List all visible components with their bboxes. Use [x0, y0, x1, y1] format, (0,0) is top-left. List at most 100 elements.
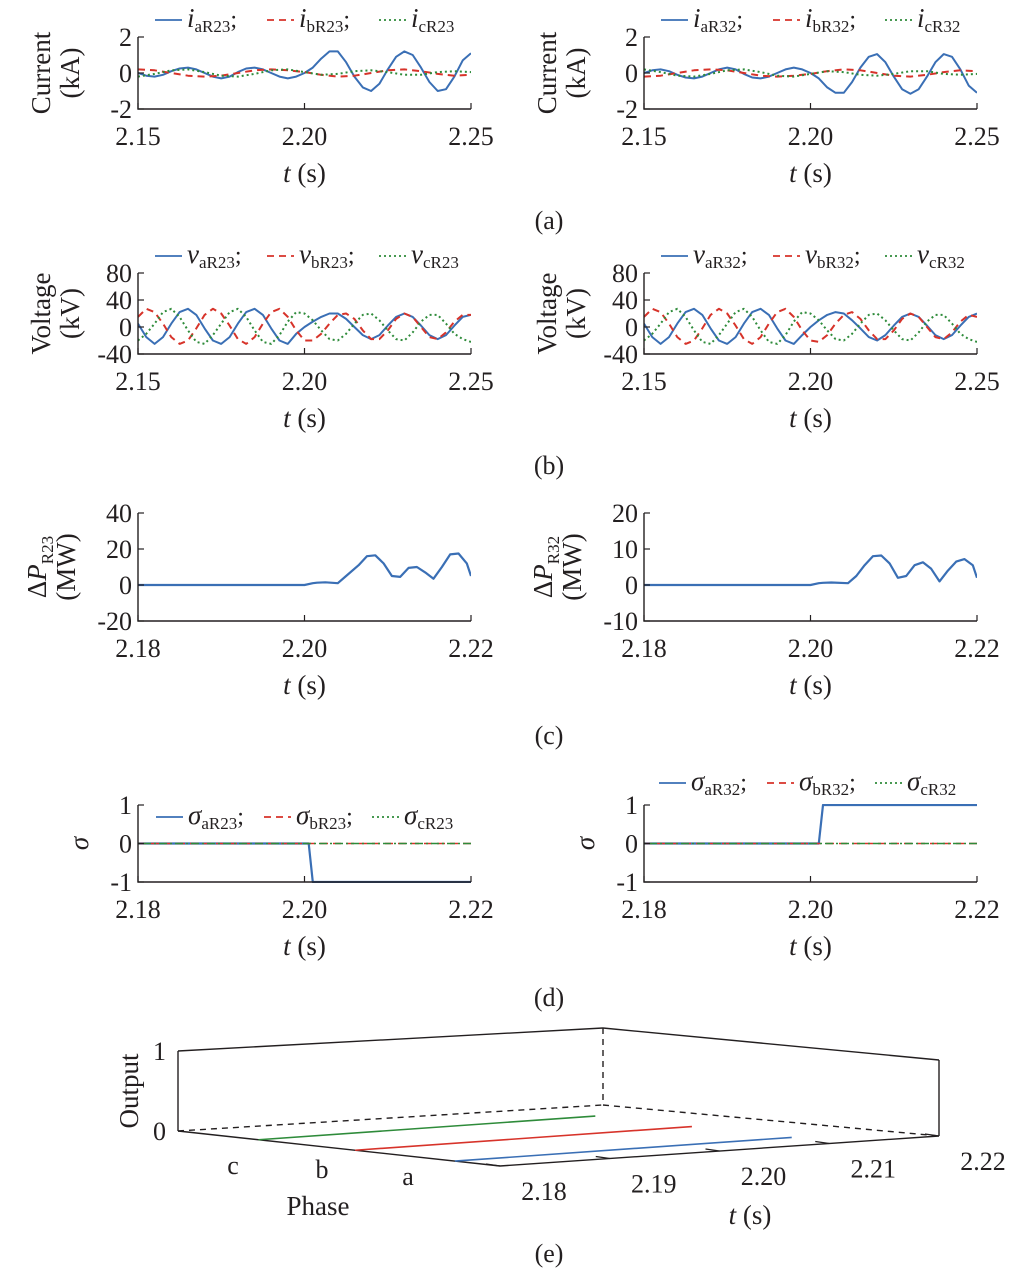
y-axis-label: Voltage	[26, 272, 56, 354]
legend-base: i	[693, 3, 701, 33]
series-vbR23	[138, 307, 471, 345]
legend-sep: ;	[348, 243, 355, 269]
x-tick-label: 2.20	[282, 895, 328, 924]
panel-label-b: (b)	[534, 451, 564, 480]
x-axis-label-var: t	[283, 158, 292, 188]
x-axis-label: t (s)	[283, 931, 326, 961]
box-top-back-edge	[602, 1027, 940, 1061]
x-tick-label: 2.15	[621, 122, 667, 151]
legend-label-aR32: iaR32;	[693, 3, 743, 36]
x-tick-label: 2.22	[954, 634, 1000, 663]
legend-base: σ	[691, 766, 706, 796]
x-axis-label-unit: (s)	[736, 1200, 771, 1230]
legend-label-cR23: σcR23	[404, 800, 453, 833]
phase-tick-label: c	[227, 1151, 239, 1180]
y-tick-label: 0	[119, 830, 132, 859]
y-tick-label: -1	[616, 868, 638, 897]
legend-base: v	[411, 239, 423, 269]
legend-sub: bR32	[817, 253, 854, 272]
y-tick-label: 10	[612, 535, 638, 564]
time-tick-mark	[595, 1155, 610, 1160]
series-vcR23	[138, 307, 471, 345]
chart-c_left: 2.18 2.20 2.22 40 20 0 -20 t (s) ΔPR23(MW)	[22, 499, 494, 700]
x-axis-label-var: t	[789, 403, 798, 433]
legend-base: v	[917, 239, 929, 269]
x-axis-label: t (s)	[283, 670, 326, 700]
y-tick-label: 1	[625, 791, 638, 820]
box-top-left-edge	[177, 1027, 604, 1052]
z-tick-label: 0	[153, 1117, 166, 1146]
series-dPR23	[138, 552, 471, 587]
legend-base: v	[299, 239, 311, 269]
legend-label-bR32: ibR32;	[805, 3, 856, 36]
y-tick-label: 0	[625, 313, 638, 342]
series-iaR32	[644, 53, 977, 95]
legend-sub: aR32	[701, 17, 737, 36]
x-tick-label: 2.20	[788, 367, 834, 396]
panel-e-3d-plot: 1 0 Output c b a Phase 2.18 2.19 2.20 2.21 2.22 t (s…	[114, 1027, 1006, 1230]
legend-label-aR23: vaR23;	[187, 239, 242, 272]
legend-label-bR23: ibR23;	[299, 3, 350, 36]
y-axis-label: Current	[532, 31, 562, 114]
y-axis-label-delta: Δ	[22, 581, 52, 598]
x-axis-label-unit: (s)	[797, 670, 832, 700]
time-tick-label: 2.18	[521, 1177, 567, 1206]
x-tick-label: 2.25	[448, 122, 494, 151]
axes-c_left	[137, 513, 471, 622]
y-tick-label: 2	[625, 23, 638, 52]
y-tick-label: -20	[97, 607, 132, 636]
y-tick-label: 40	[106, 499, 132, 528]
y-tick-label: 40	[612, 286, 638, 315]
legend-label-aR32: σaR32;	[691, 766, 747, 799]
x-tick-label: 2.20	[282, 634, 328, 663]
y-axis-label-sub: R32	[544, 536, 563, 564]
legend-sep: ;	[740, 770, 747, 796]
legend-label-cR32: icR32	[917, 3, 960, 36]
x-tick-label: 2.25	[448, 367, 494, 396]
y-axis-label: ΔPR23	[22, 536, 57, 598]
legend-sub: cR32	[929, 253, 965, 272]
series-vcR32	[644, 307, 977, 345]
legend-label-aR32: vaR32;	[693, 239, 748, 272]
y-axis-label: Voltage	[532, 272, 562, 354]
panel-label-d: (d)	[534, 983, 564, 1012]
y-tick-label: -2	[110, 95, 132, 124]
legend-base: i	[411, 3, 419, 33]
x-axis-label-var: t	[729, 1200, 738, 1230]
x-axis-label-unit: (s)	[797, 931, 832, 961]
legend-label-cR23: icR23	[411, 3, 454, 36]
x-tick-label: 2.15	[115, 122, 161, 151]
legend-label-aR23: iaR23;	[187, 3, 237, 36]
y-tick-label: 0	[625, 59, 638, 88]
series-sigma_aR32	[644, 804, 977, 845]
legend-base: σ	[907, 766, 922, 796]
y-tick-label: 20	[106, 535, 132, 564]
legend-base: σ	[188, 800, 203, 830]
legend-sub: bR23	[311, 253, 348, 272]
x-tick-label: 2.25	[954, 367, 1000, 396]
y-axis-label: Current	[26, 31, 56, 114]
x-axis-label: t (s)	[283, 403, 326, 433]
legend-label-cR32: σcR32	[907, 766, 956, 799]
y-tick-label: -40	[603, 340, 638, 369]
x-tick-label: 2.15	[115, 367, 161, 396]
y-tick-label: 0	[119, 571, 132, 600]
time-tick-mark	[485, 1163, 501, 1167]
y-tick-label: 80	[106, 259, 132, 288]
y-axis-label: (kA)	[561, 48, 591, 99]
legend-sep: ;	[343, 7, 350, 33]
legend-base: v	[805, 239, 817, 269]
box-back-bottom-edge	[602, 1104, 940, 1137]
y-axis-label-sub: R23	[38, 536, 57, 564]
x-tick-label: 2.18	[115, 634, 161, 663]
x-axis-label-unit: (s)	[291, 931, 326, 961]
series-vbR32	[644, 307, 977, 345]
y-axis-label: ΔPR32	[528, 536, 563, 598]
x-axis-label-var: t	[283, 670, 292, 700]
legend-sep: ;	[736, 7, 743, 33]
legend-sub: aR23	[201, 814, 237, 833]
